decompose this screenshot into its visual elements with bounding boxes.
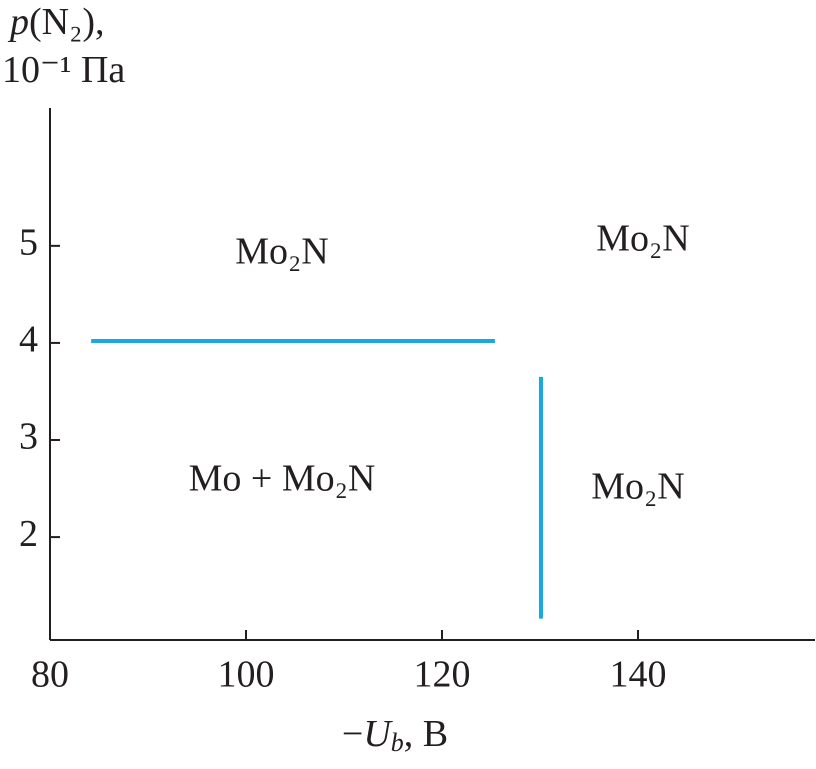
x-label-part: U <box>363 713 393 755</box>
y-tick-label: 5 <box>19 222 38 264</box>
y-label-part: (N₂), <box>29 1 105 43</box>
y-axis-label: p(N₂), <box>7 1 105 43</box>
x-tick-label: 140 <box>610 654 667 696</box>
region-label: Mo₂N <box>235 231 328 273</box>
x-tick-label: 100 <box>218 654 275 696</box>
region-label: Mo₂N <box>596 218 689 260</box>
x-tick-label: 80 <box>31 654 69 696</box>
region-label: Mo + Mo₂N <box>189 458 376 500</box>
x-tick-label: 120 <box>414 654 471 696</box>
y-tick-label: 4 <box>19 319 38 361</box>
y-tick-label: 3 <box>19 416 38 458</box>
y-tick-label: 2 <box>19 513 38 555</box>
region-label: Mo₂N <box>591 466 684 508</box>
x-label-part: b <box>391 728 404 757</box>
x-axis-label: −Ub, В <box>342 713 448 757</box>
y-axis-label: 10⁻¹ Па <box>2 49 125 91</box>
y-label-part: 10⁻¹ Па <box>2 49 125 91</box>
x-label-part: , В <box>404 713 448 755</box>
x-label-part: − <box>342 713 363 755</box>
y-label-part: p <box>7 1 29 43</box>
